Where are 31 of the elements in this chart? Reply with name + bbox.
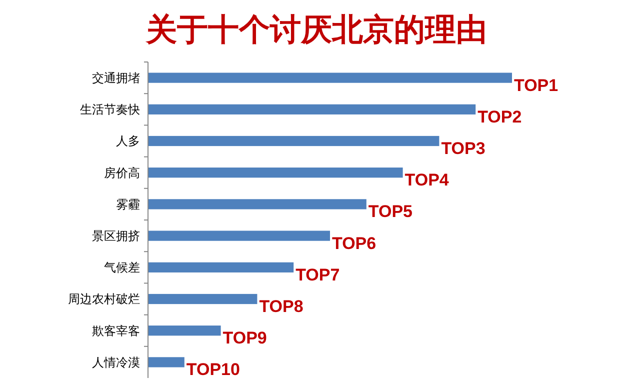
y-tick-label: 交通拥堵	[92, 71, 140, 85]
y-tick-label: 气候差	[104, 260, 140, 275]
bar	[148, 104, 476, 114]
annotation: TOP4	[404, 170, 450, 190]
annotation: TOP6	[332, 234, 376, 253]
y-tick-label: 生活节奏快	[80, 102, 140, 117]
annotation: TOP3	[441, 139, 486, 158]
y-tick-label: 人情冷漠	[92, 355, 140, 370]
y-tick-label: 欺客宰客	[92, 324, 140, 338]
annotation: TOP9	[222, 328, 267, 348]
annotation: TOP2	[478, 107, 522, 126]
annotation: TOP7	[296, 265, 340, 284]
y-tick-label: 人多	[116, 134, 140, 148]
annotation: TOP1	[514, 76, 558, 95]
bar	[148, 168, 403, 178]
chart-title: 关于十个讨厌北京的理由	[145, 12, 487, 48]
bar	[148, 136, 440, 146]
y-tick-label: 景区拥挤	[92, 229, 140, 243]
y-tick-label: 周边农村破烂	[68, 292, 140, 306]
bar	[148, 357, 184, 368]
bar	[148, 294, 258, 304]
annotation: TOP10	[186, 360, 240, 380]
annotation: TOP8	[259, 297, 304, 316]
bar	[148, 326, 221, 336]
bar	[148, 199, 366, 210]
y-tick-label: 房价高	[104, 166, 140, 180]
bar	[148, 230, 330, 241]
bar	[148, 72, 512, 83]
bar	[148, 262, 294, 272]
y-tick-label: 雾霾	[116, 197, 140, 212]
annotation: TOP5	[368, 202, 412, 222]
